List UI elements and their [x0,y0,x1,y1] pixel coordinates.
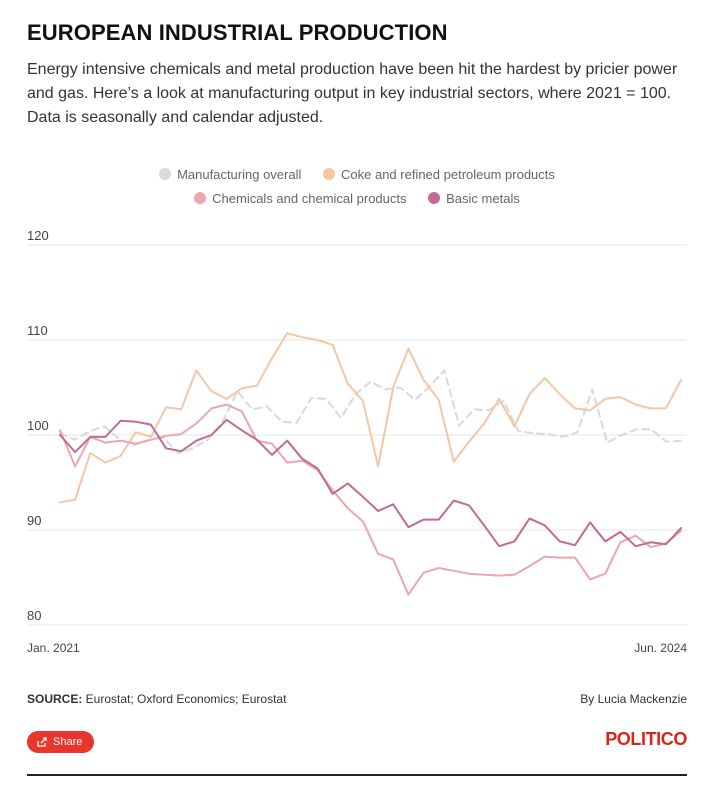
legend-item-coke[interactable]: Coke and refined petroleum products [323,163,555,187]
bottom-rule [27,774,687,776]
legend-label-chemicals: Chemicals and chemical products [212,191,407,206]
x-tick-label-end: Jun. 2024 [634,641,687,655]
legend-item-chemicals[interactable]: Chemicals and chemical products [194,187,407,211]
chart-footer: SOURCE: Eurostat; Oxford Economics; Euro… [27,692,687,706]
y-tick-label: 100 [27,418,49,433]
line-chart: 80 90 100 110 120 Jan. 2021 Jun. 2024 [27,228,687,655]
share-icon [37,737,47,747]
chart-title: EUROPEAN INDUSTRIAL PRODUCTION [27,20,448,45]
legend-dot-chemicals [194,192,207,204]
legend-dot-manufacturing [159,168,172,180]
series-line-chemicals [59,403,682,596]
legend-item-manufacturing[interactable]: Manufacturing overall [159,163,301,187]
y-tick-label: 90 [27,513,41,528]
x-tick-label-start: Jan. 2021 [27,641,80,655]
series-line-manufacturing [59,369,682,455]
legend-dot-metals [428,192,441,204]
share-label: Share [53,736,83,748]
source-text: Eurostat; Oxford Economics; Eurostat [82,692,287,706]
y-tick-label: 120 [27,228,49,243]
legend-item-metals[interactable]: Basic metals [428,187,520,211]
chart-subtitle: Energy intensive chemicals and metal pro… [27,61,678,126]
chart-legend: Manufacturing overall Coke and refined p… [27,163,687,211]
source-label: SOURCE: [27,692,83,706]
legend-label-coke: Coke and refined petroleum products [341,167,555,182]
y-tick-label: 80 [27,608,41,623]
legend-row-2: Chemicals and chemical products Basic me… [27,187,687,211]
share-button[interactable]: Share [27,731,95,753]
legend-label-manufacturing: Manufacturing overall [177,167,302,182]
legend-label-metals: Basic metals [446,191,520,206]
series-line-metals [59,418,682,548]
legend-dot-coke [323,168,335,180]
series-line-coke [59,332,682,504]
y-tick-label: 110 [27,323,48,338]
byline: By Lucia Mackenzie [580,692,687,706]
legend-row-1: Manufacturing overall Coke and refined p… [27,163,687,187]
politico-logo[interactable]: POLITICO [605,729,687,749]
